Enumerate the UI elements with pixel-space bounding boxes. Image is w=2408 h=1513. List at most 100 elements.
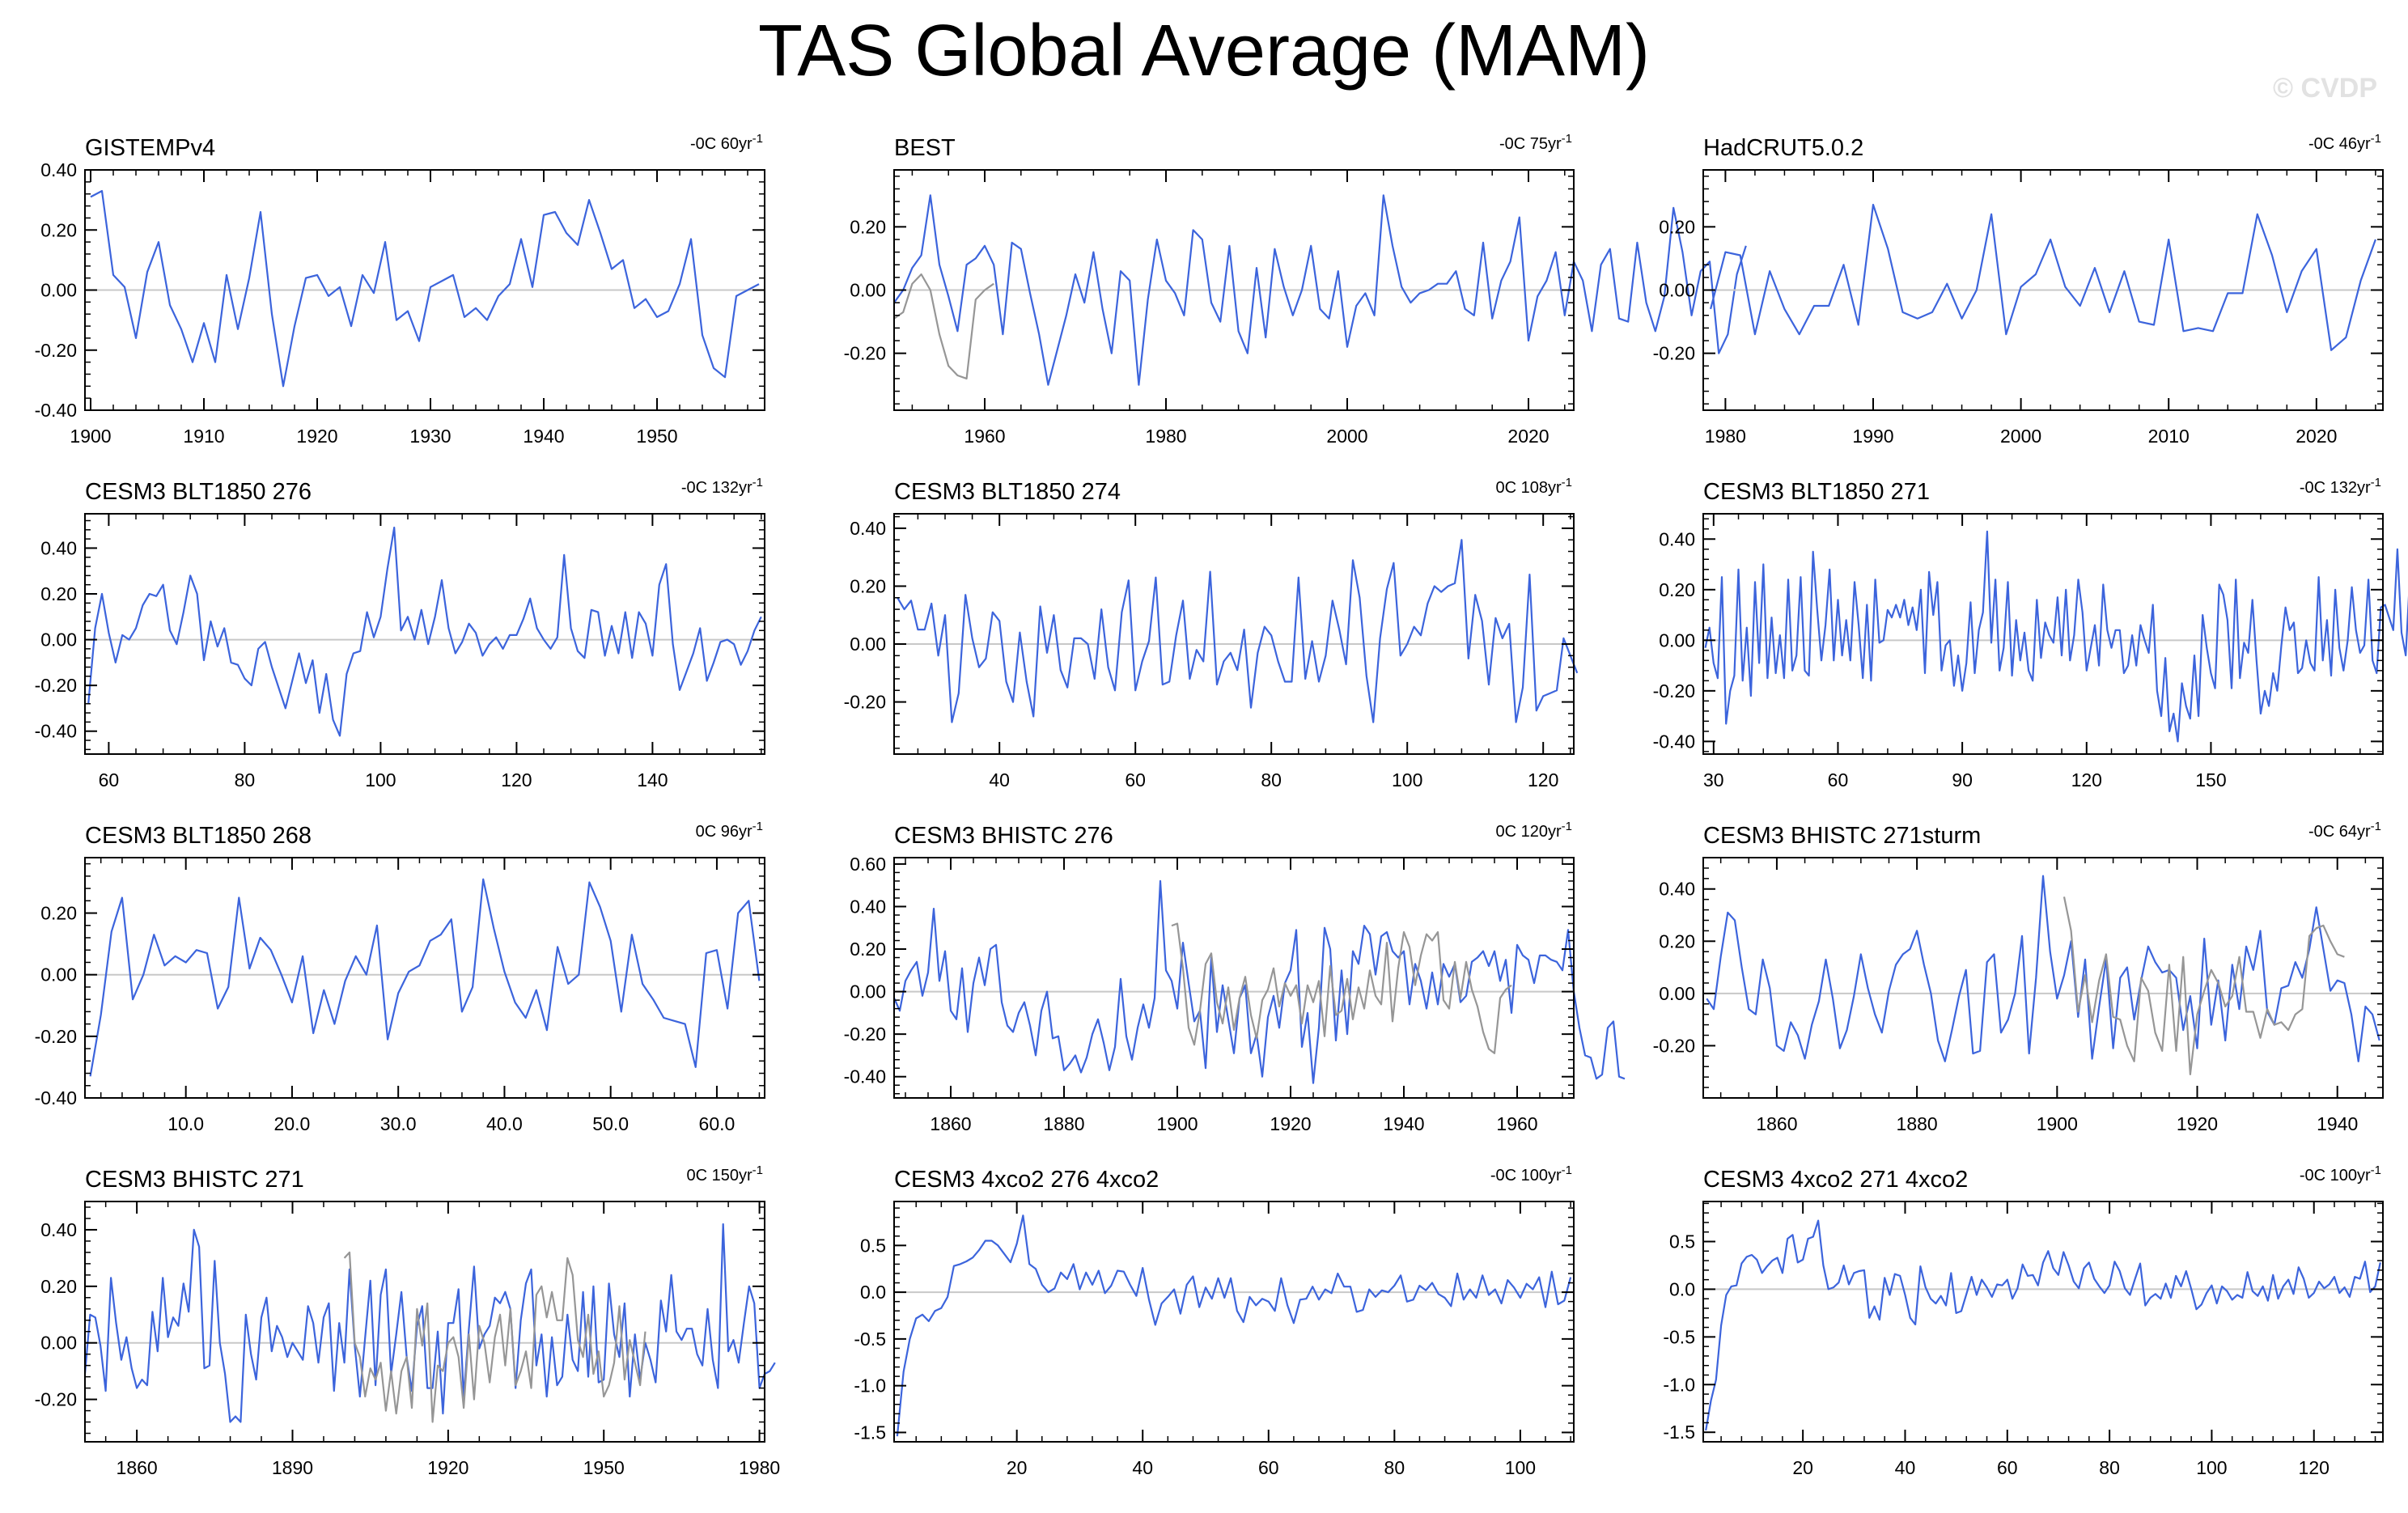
y-tick-label: 0.00 [850,634,886,655]
y-tick-label: -0.20 [35,340,77,361]
trend-label: -0C 132yr-1 [2300,476,2381,497]
y-tick-label: 0.0 [1669,1278,1695,1299]
y-tick-label: 0.20 [850,216,886,237]
x-tick-label: 1950 [636,426,677,447]
x-tick-label: 2000 [1326,426,1367,447]
trend-label: -0C 132yr-1 [681,476,763,497]
y-tick-label: 0.40 [1659,528,1695,549]
plot-frame [893,857,1575,1099]
y-tick-label: -1.5 [1663,1422,1695,1443]
x-tick-label: 1950 [583,1457,625,1478]
series-line-primary [90,189,760,388]
y-tick-label: -0.5 [854,1329,886,1350]
panel-3: -0.40 -0.20 0.00 0.20 0.40 60 80 100 120 140 CESM3… [35,476,765,790]
panel-6: -0.40 -0.20 0.00 0.20 10.0 20.0 30.0 40.0 50.0 60… [35,820,765,1134]
x-tick-label: 100 [365,769,396,790]
y-tick-label: -0.40 [35,1087,77,1108]
y-tick-label: -1.0 [854,1375,886,1396]
panel-title: CESM3 BLT1850 268 [85,823,312,849]
trend-label: -0C 100yr-1 [2300,1163,2381,1185]
plot-frame [84,513,765,755]
x-tick-label: 40 [1895,1457,1916,1478]
y-tick-label: 0.20 [40,583,77,604]
panel-10: -1.5 -1.0 -0.5 0.0 0.5 20 40 60 80 100 CESM3 4xco2… [854,1163,1575,1478]
y-tick-label: -0.20 [844,1024,886,1045]
x-tick-label: 1900 [1156,1113,1198,1134]
y-tick-label: -0.20 [35,675,77,696]
panel-title: CESM3 BLT1850 274 [894,479,1121,505]
trend-label: -0C 60yr-1 [690,132,763,153]
x-tick-label: 140 [637,769,668,790]
y-tick-label: 0.40 [850,896,886,917]
x-tick-label: 1860 [1756,1113,1797,1134]
x-tick-label: 1880 [1043,1113,1084,1134]
x-tick-label: 2020 [2296,426,2337,447]
y-tick-label: 0.20 [850,575,886,596]
plot-frame [893,513,1575,755]
trend-label: 0C 96yr-1 [696,820,763,841]
y-tick-label: 0.40 [850,518,886,539]
y-tick-label: 0.20 [40,1276,77,1297]
series-line-primary [1706,875,2380,1062]
series-line-secondary [343,1251,647,1423]
x-tick-label: 2010 [2148,426,2190,447]
panel-11: -1.5 -1.0 -0.5 0.0 0.5 20 40 60 80 100 120 CESM3 4x… [1663,1163,2384,1478]
y-tick-label: -0.20 [1653,1035,1695,1056]
series-line-primary [897,539,1579,723]
series-line-primary [892,879,1626,1084]
y-tick-label: 0.20 [850,939,886,960]
panel-5: -0.40 -0.20 0.00 0.20 0.40 30 60 90 120 150 CESM3 … [1653,476,2408,790]
y-tick-label: 0.00 [40,280,77,301]
x-tick-label: 1980 [1145,426,1186,447]
x-tick-label: 30.0 [380,1113,417,1134]
cvdp-credit: © CVDP [2273,73,2377,104]
x-tick-label: 1980 [739,1457,780,1478]
x-tick-label: 60 [99,769,120,790]
panel-0: -0.40 -0.20 0.00 0.20 0.40 1900 1910 1920 1930 19… [35,132,765,447]
x-tick-label: 1960 [964,426,1005,447]
plot-frame [1702,513,2384,755]
x-tick-label: 1930 [409,426,451,447]
panel-title: BEST [894,135,956,161]
plot-frame [84,857,765,1099]
x-tick-label: 20.0 [274,1113,311,1134]
x-tick-label: 100 [1392,769,1422,790]
x-tick-label: 150 [2195,769,2226,790]
series-line-primary [1710,203,2376,351]
trend-label: 0C 150yr-1 [687,1163,764,1185]
series-line-secondary [2062,896,2345,1076]
x-tick-label: 30 [1703,769,1724,790]
series-line-primary [893,194,1747,386]
plot-frame [1702,1201,2384,1443]
panel-4: -0.20 0.00 0.20 0.40 40 60 80 100 120 CESM3 BLT18… [844,476,1579,790]
x-tick-label: 60.0 [699,1113,736,1134]
y-tick-label: 0.40 [40,159,77,180]
y-tick-label: 0.40 [40,1219,77,1240]
panel-1: -0.20 0.00 0.20 1960 1980 2000 2020 BEST -0C 75y… [844,132,1747,447]
x-tick-label: 50.0 [592,1113,629,1134]
y-tick-label: -0.40 [844,1066,886,1087]
x-tick-label: 1900 [70,426,111,447]
y-tick-label: 0.0 [860,1282,886,1303]
series-line-primary [83,1223,776,1423]
panel-title: CESM3 BHISTC 271 [85,1167,304,1193]
x-tick-label: 20 [1792,1457,1813,1478]
y-tick-label: -1.5 [854,1422,886,1443]
y-tick-label: -0.5 [1663,1326,1695,1347]
series-line-primary [896,1214,1572,1437]
y-tick-label: 0.20 [1659,579,1695,600]
x-tick-label: 1920 [427,1457,468,1478]
trend-label: -0C 46yr-1 [2308,132,2381,153]
x-tick-label: 90 [1952,769,1973,790]
panel-7: -0.40 -0.20 0.00 0.20 0.40 0.60 1860 1880 1900 19… [844,820,1626,1134]
y-tick-label: 0.40 [1659,879,1695,900]
x-tick-label: 100 [1505,1457,1536,1478]
panel-title: CESM3 BLT1850 276 [85,479,312,505]
plot-frame [84,1201,765,1443]
y-tick-label: 0.00 [40,964,77,985]
y-tick-label: -0.40 [35,400,77,421]
x-tick-label: 60 [1258,1457,1279,1478]
panel-title: CESM3 BHISTC 276 [894,823,1113,849]
panel-title: HadCRUT5.0.2 [1703,135,1863,161]
